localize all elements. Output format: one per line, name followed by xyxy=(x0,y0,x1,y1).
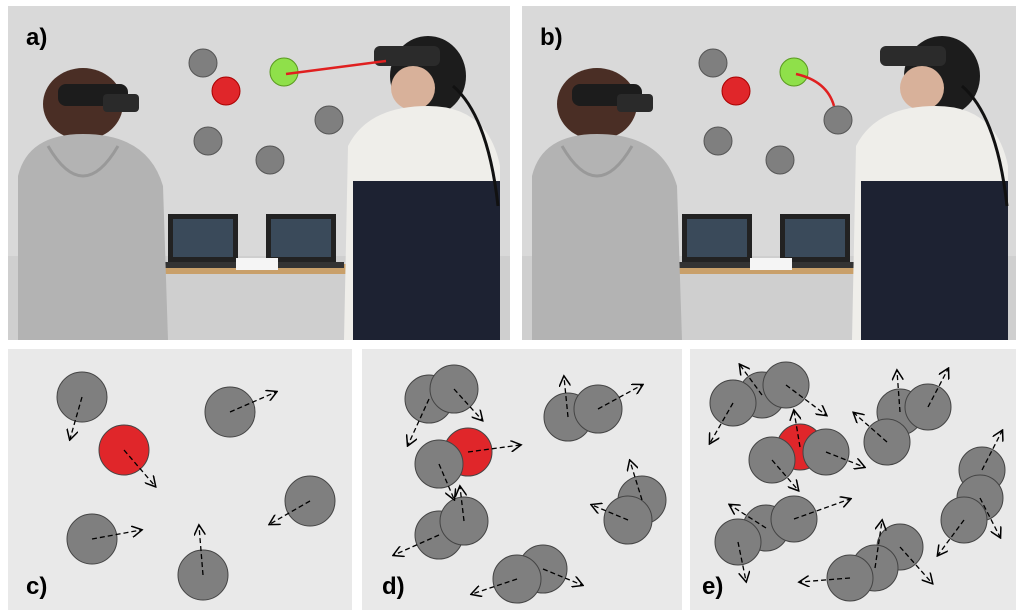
motion-arrow xyxy=(730,505,767,529)
panel-label-d: d) xyxy=(382,573,405,600)
diagram-panel-d: d) xyxy=(362,349,682,610)
motion-arrow xyxy=(542,568,582,585)
motion-arrow xyxy=(592,505,629,521)
motion-arrow xyxy=(91,530,141,540)
motion-arrow xyxy=(630,461,643,501)
motion-arrow xyxy=(825,451,864,467)
photo-panel-b: b) xyxy=(522,6,1016,340)
person-right xyxy=(344,36,500,340)
motion-arrow xyxy=(394,534,440,555)
motion-arrow xyxy=(927,369,948,408)
motion-arrow xyxy=(70,396,83,439)
motion-arrow xyxy=(438,463,454,499)
motion-arrow xyxy=(793,499,850,520)
target-circle xyxy=(188,48,218,78)
target-circle-red xyxy=(721,76,751,106)
motion-arrow xyxy=(785,384,826,415)
target-circle xyxy=(193,126,223,156)
person-left xyxy=(532,68,682,340)
motion-arrow xyxy=(740,365,763,396)
diagram-panel-c: c) xyxy=(8,349,352,610)
motion-arrow xyxy=(564,377,568,418)
person-right xyxy=(852,36,1009,340)
motion-arrow xyxy=(199,526,203,576)
photo-panel-a: a) xyxy=(8,6,510,340)
target-circle xyxy=(698,48,728,78)
motion-arrow xyxy=(597,385,642,410)
motion-arrow xyxy=(897,371,900,413)
motion-arrow xyxy=(408,398,430,445)
motion-arrow xyxy=(453,388,482,420)
laptop-left xyxy=(160,214,246,268)
motion-arrow xyxy=(229,392,276,413)
motion-arrow xyxy=(771,459,798,490)
motion-arrow xyxy=(981,431,1002,471)
panel-label-e: e) xyxy=(702,573,724,600)
target-circle xyxy=(765,145,795,175)
target-circle xyxy=(703,126,733,156)
motion-arrow xyxy=(737,541,746,581)
motion-arrow xyxy=(899,546,932,583)
person-left xyxy=(18,68,168,340)
motion-arrow xyxy=(794,411,800,448)
selection-ray xyxy=(285,59,387,76)
panel-label-a: a) xyxy=(26,24,48,51)
motion-arrow xyxy=(979,497,1000,537)
target-circle xyxy=(314,105,344,135)
motion-arrow xyxy=(800,578,851,582)
target-circle-selected xyxy=(779,57,809,87)
panel-label-c: c) xyxy=(26,573,48,600)
laptop-right xyxy=(772,214,858,268)
table xyxy=(148,264,488,274)
table xyxy=(662,264,1002,274)
target-circle-red xyxy=(211,76,241,106)
target-circle xyxy=(823,105,853,135)
motion-arrow xyxy=(854,413,888,443)
laptop-left xyxy=(674,214,760,268)
motion-arrow xyxy=(938,519,965,555)
laptop-right xyxy=(258,214,344,268)
diagram-panel-e: e) xyxy=(690,349,1016,610)
motion-arrow xyxy=(467,445,520,453)
motion-arrow xyxy=(460,487,464,522)
target-circle xyxy=(255,145,285,175)
panel-label-b: b) xyxy=(540,24,563,51)
bending-ray xyxy=(795,72,836,107)
